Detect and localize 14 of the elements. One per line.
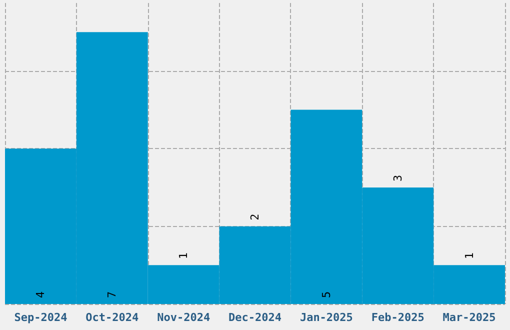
data-label: 4 (34, 291, 48, 298)
data-label: 3 (391, 174, 404, 182)
data-label: 1 (462, 252, 476, 260)
x-tick-label: Mar-2025 (442, 311, 496, 324)
x-tick-label: Nov-2024 (157, 311, 210, 324)
x-tick-label: Feb-2025 (371, 311, 424, 324)
data-label: 5 (320, 291, 333, 298)
x-tick-label: Dec-2024 (228, 311, 282, 324)
x-tick-label: Jan-2025 (300, 311, 353, 324)
data-label: 2 (248, 214, 262, 220)
data-label: 1 (177, 252, 190, 260)
data-label: 7 (106, 291, 119, 298)
x-tick-label: Oct-2024 (86, 311, 140, 324)
x-tick-label: Sep-2024 (14, 311, 68, 324)
